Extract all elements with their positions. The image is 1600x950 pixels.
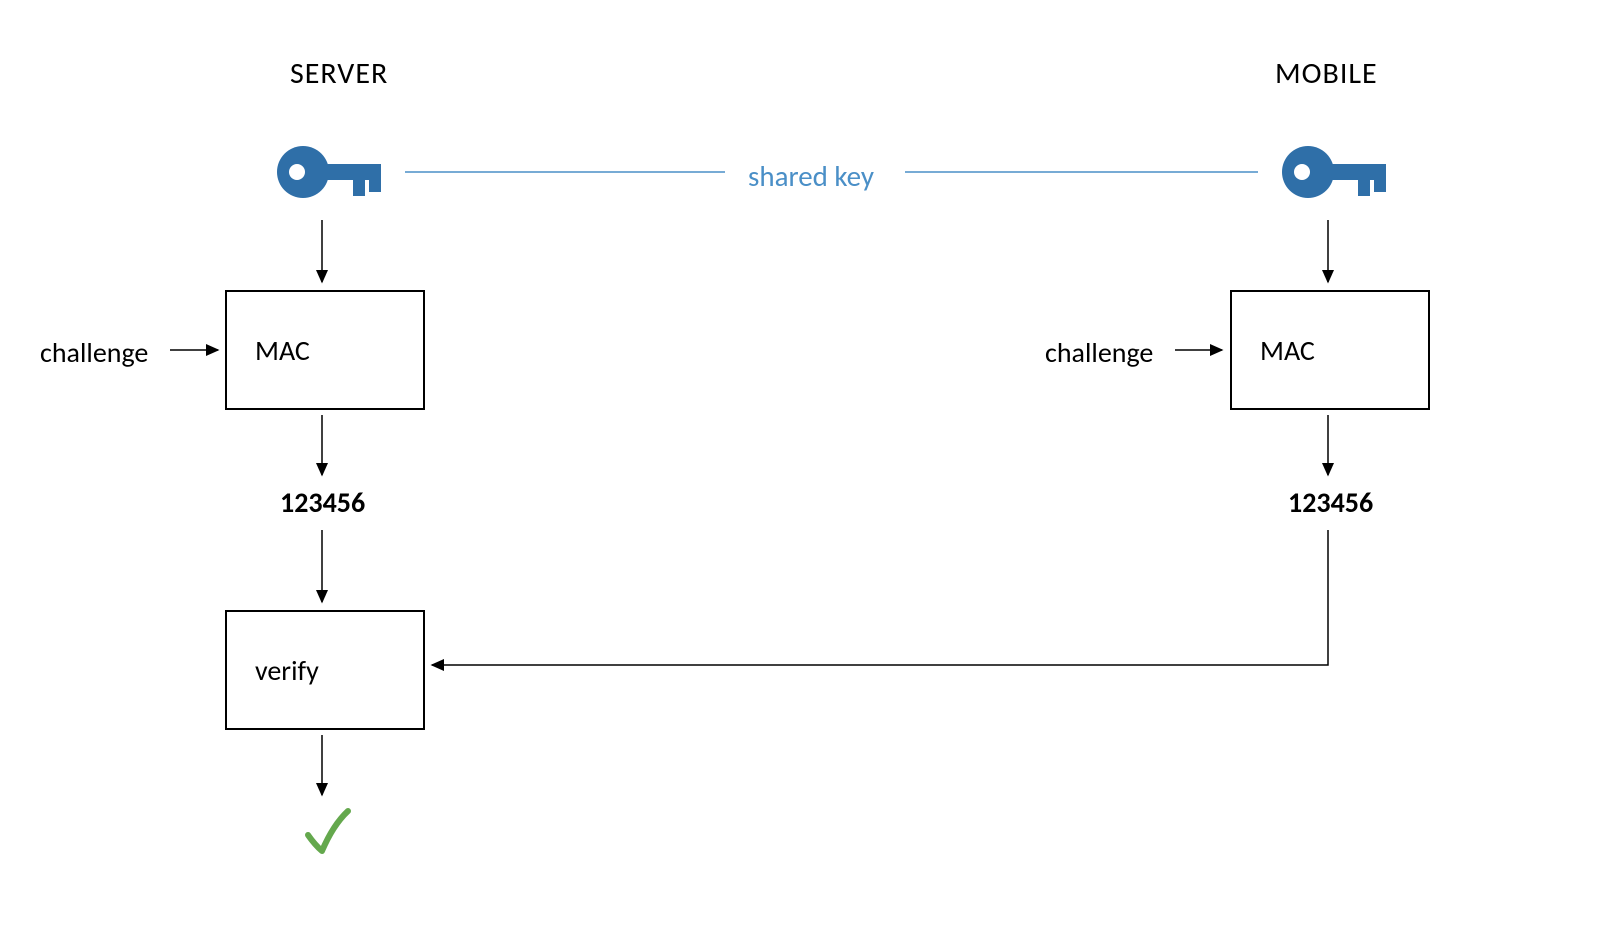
box-mac-mobile-label: MAC	[1260, 333, 1315, 368]
label-code-mobile: 123456	[1288, 485, 1373, 520]
key-icon-server	[275, 140, 385, 210]
header-server: SERVER	[290, 55, 388, 92]
key-shape	[277, 146, 381, 198]
header-mobile: MOBILE	[1275, 55, 1378, 92]
box-mac-mobile: MAC	[1230, 290, 1430, 410]
check-icon	[300, 805, 355, 865]
label-challenge-mobile: challenge	[1045, 335, 1153, 370]
box-verify-label: verify	[255, 653, 319, 688]
key-shape	[1282, 146, 1386, 198]
key-icon-mobile	[1280, 140, 1390, 210]
box-verify: verify	[225, 610, 425, 730]
box-mac-server-label: MAC	[255, 333, 310, 368]
diagram-canvas: SERVER MOBILE shared key MA	[0, 0, 1600, 950]
box-mac-server: MAC	[225, 290, 425, 410]
label-code-server: 123456	[280, 485, 365, 520]
label-challenge-server: challenge	[40, 335, 148, 370]
shared-key-label: shared key	[748, 158, 874, 194]
